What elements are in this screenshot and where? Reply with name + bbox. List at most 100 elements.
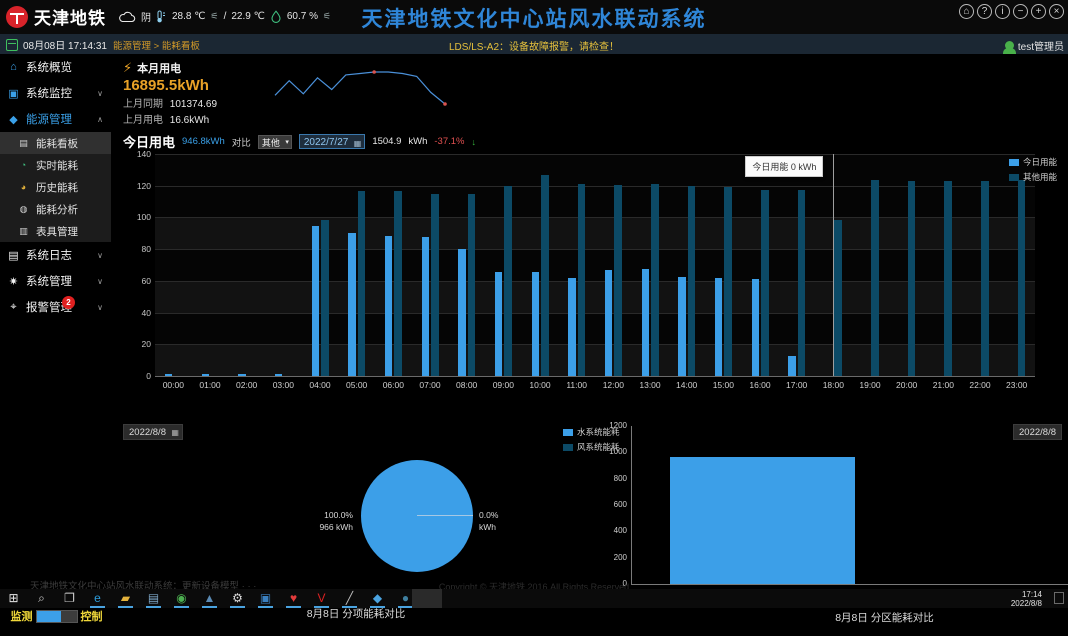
v2-icon[interactable]: V	[317, 591, 326, 605]
taskbar-clock[interactable]: 17:14 2022/8/8	[1011, 590, 1042, 608]
sidebar-item-system-log[interactable]: ▤ 系统日志 ∨	[0, 242, 111, 268]
pie-slice-water[interactable]	[361, 460, 473, 572]
maximize-icon[interactable]: +	[1031, 4, 1046, 19]
chevron-down-icon[interactable]: ∨	[97, 302, 103, 312]
chevron-down-icon[interactable]: ∨	[97, 88, 103, 98]
chart-bar[interactable]	[467, 193, 476, 376]
chart-bar[interactable]	[577, 184, 586, 376]
help-icon[interactable]: ?	[977, 4, 992, 19]
breadcrumb[interactable]: 能源管理 > 能耗看板	[113, 41, 200, 52]
store-icon[interactable]: ▤	[147, 591, 160, 605]
chart-bar[interactable]	[164, 373, 173, 376]
chevron-up-icon[interactable]: ∧	[97, 114, 103, 124]
chart-bar[interactable]	[504, 185, 512, 376]
chart-bar[interactable]	[788, 356, 796, 376]
sidebar-item-system-management[interactable]: ✷ 系统管理 ∨	[0, 268, 111, 294]
legend-item[interactable]: 水系统能耗	[563, 426, 620, 438]
chart-bar[interactable]	[944, 180, 952, 376]
sidebar-item-overview[interactable]: ⌂ 系统概览	[0, 54, 111, 80]
chart-bar[interactable]	[458, 249, 466, 376]
chart-bar[interactable]	[614, 184, 622, 376]
sub-energy-date-input[interactable]: 2022/8/8 ▦	[123, 424, 183, 440]
chart-bar[interactable]	[421, 237, 429, 376]
compare-date-input[interactable]: 2022/7/27 ▦	[298, 134, 366, 149]
control-mode-toggle[interactable]	[35, 609, 78, 623]
folder-icon[interactable]: ▰	[120, 591, 131, 605]
legend-item[interactable]: 风系统能耗	[563, 441, 620, 453]
chart-bar[interactable]	[274, 374, 283, 376]
x-axis-line	[155, 376, 1035, 377]
chart-bar[interactable]	[384, 236, 393, 376]
taskview-icon[interactable]: ❐	[64, 591, 75, 605]
legend-item[interactable]: 其他用能	[1008, 171, 1057, 183]
compare-type-select[interactable]: 其他	[257, 134, 292, 149]
lock-icon[interactable]: ⌂	[959, 4, 974, 19]
chart-bar[interactable]	[431, 193, 439, 376]
calendar-icon[interactable]: ▦	[353, 139, 362, 148]
app-icon[interactable]: ◆	[372, 591, 383, 605]
chart-bar[interactable]	[348, 232, 356, 376]
chart-bar[interactable]	[357, 191, 366, 376]
x-axis-tick: 13:00	[639, 380, 661, 390]
chevron-down-icon[interactable]: ∨	[97, 250, 103, 260]
chart-bar[interactable]	[641, 268, 649, 376]
zone-chart-plot-area[interactable]: 0 200 400 600 800 1000 1200	[609, 421, 1068, 588]
chart-bar[interactable]	[751, 279, 759, 376]
chart-bar[interactable]	[651, 184, 659, 376]
chart-bar[interactable]	[604, 269, 613, 376]
chevron-down-icon[interactable]: ∨	[97, 276, 103, 286]
chart-bar[interactable]	[907, 180, 916, 376]
gear-icon[interactable]: ⚙	[232, 591, 243, 605]
start-icon[interactable]: ⊞	[8, 591, 19, 605]
chart-bar[interactable]	[321, 219, 329, 376]
remote-icon[interactable]: ▲	[203, 591, 216, 605]
ie-icon[interactable]: e	[94, 591, 101, 605]
net-icon[interactable]: ●	[401, 591, 410, 605]
chart-bar[interactable]	[834, 219, 842, 376]
chrome-icon[interactable]: ◉	[176, 591, 187, 605]
sidebar-item-alarm-management[interactable]: ⌖ 报警管理 2 ∨	[0, 294, 111, 320]
chart-bar[interactable]	[761, 189, 769, 376]
sidebar-item-history-energy[interactable]: ◕ 历史能耗	[0, 176, 111, 198]
chart-bar[interactable]	[797, 190, 806, 376]
minimize-icon[interactable]: −	[1013, 4, 1028, 19]
window-controls[interactable]: ⌂ ? i − + ×	[959, 4, 1064, 19]
info-icon[interactable]: i	[995, 4, 1010, 19]
chart-plot-area[interactable]: 0 20 40 60 80 100 120 140 今日用能 0 kWh	[137, 149, 1035, 381]
zone-energy-date-input[interactable]: 2022/8/8	[1013, 424, 1062, 440]
sidebar-item-meter-management[interactable]: ▥ 表具管理	[0, 220, 111, 242]
sidebar-item-monitoring[interactable]: ▣ 系统监控 ∨	[0, 80, 111, 106]
zone-chart-bar[interactable]	[669, 456, 855, 584]
chart-bar[interactable]	[201, 374, 209, 376]
taskbar-active-app[interactable]	[412, 589, 442, 608]
chart-bar[interactable]	[311, 226, 319, 376]
sidebar-item-energy[interactable]: ◆ 能源管理 ∧	[0, 106, 111, 132]
legend-item[interactable]: 今日用能	[1008, 156, 1057, 168]
chart-bar[interactable]	[724, 186, 732, 376]
chart-bar[interactable]	[531, 272, 539, 376]
sidebar-item-energy-analysis[interactable]: ◍ 能耗分析	[0, 198, 111, 220]
pen-icon[interactable]: ╱	[345, 591, 354, 605]
news-icon[interactable]: ▣	[259, 591, 272, 605]
search-icon[interactable]: ⌕	[38, 591, 45, 605]
chart-bar[interactable]	[394, 191, 402, 376]
heart-icon[interactable]: ♥	[289, 591, 298, 605]
user-menu[interactable]: test管理员	[1002, 38, 1064, 54]
show-desktop-button[interactable]	[1054, 592, 1064, 604]
chart-bar[interactable]	[714, 277, 723, 376]
chart-bar[interactable]	[981, 180, 989, 376]
chart-bar[interactable]	[568, 278, 576, 376]
chart-legend[interactable]: 今日用能 其他用能	[1008, 156, 1057, 186]
chart-bar[interactable]	[541, 175, 549, 376]
chart-bar[interactable]	[238, 374, 246, 376]
chart-bar[interactable]	[678, 276, 686, 376]
close-icon[interactable]: ×	[1049, 4, 1064, 19]
chart-bar[interactable]	[687, 185, 696, 376]
sidebar-item-energy-dashboard[interactable]: ▤ 能耗看板	[0, 132, 111, 154]
calendar-icon[interactable]: ▦	[171, 428, 179, 437]
sub-energy-legend[interactable]: 水系统能耗风系统能耗	[563, 426, 620, 456]
chart-bar[interactable]	[871, 180, 879, 376]
sidebar-item-realtime-energy[interactable]: ◔ 实时能耗	[0, 154, 111, 176]
chart-bar[interactable]	[494, 272, 503, 376]
chart-bar[interactable]	[1017, 180, 1026, 376]
